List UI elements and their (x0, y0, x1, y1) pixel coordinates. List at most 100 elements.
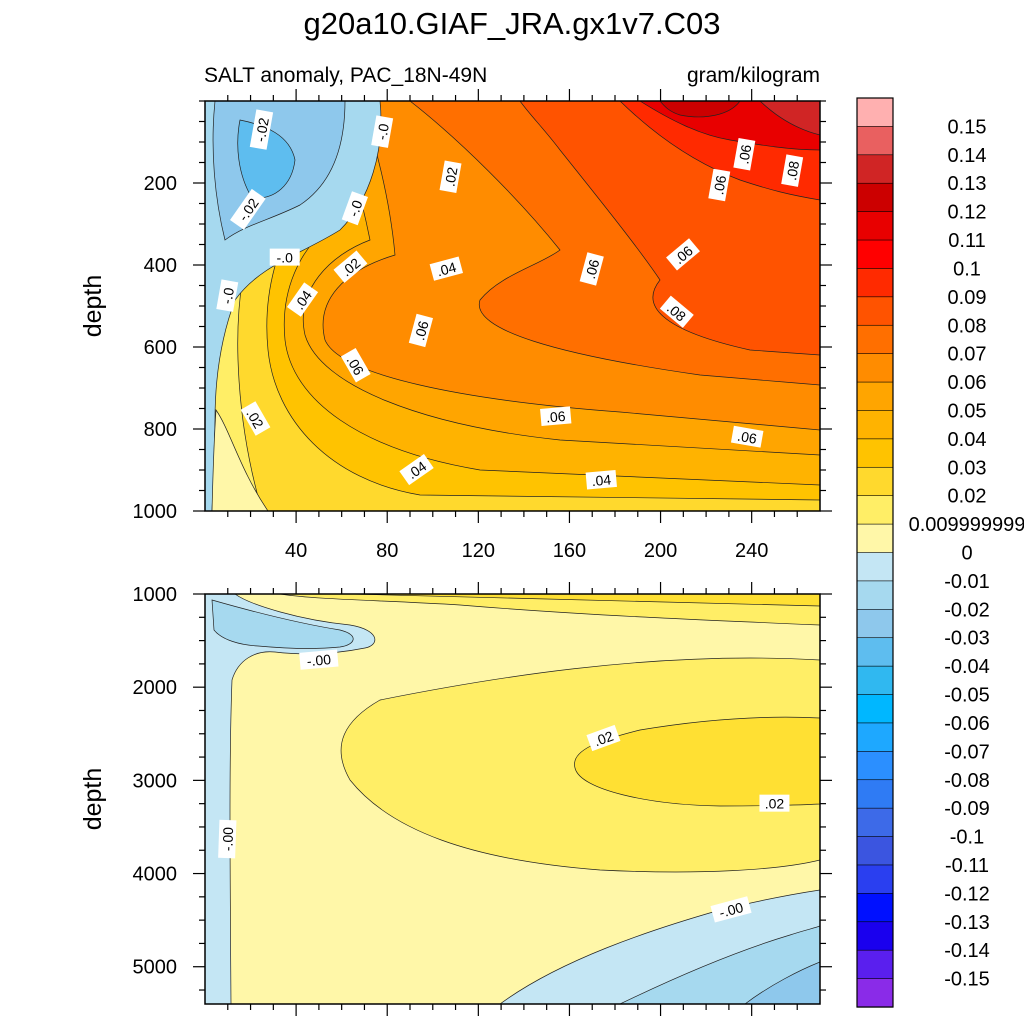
contour-label-text: -.0 (277, 250, 294, 266)
colorbar: 0.15 0.14 0.13 0.12 0.11 0.1 0.09 0.08 0.07 0.06 0… (856, 97, 1024, 1008)
colorbar-swatch (856, 268, 894, 298)
upper-contour-label: -.0 (371, 115, 394, 148)
contour-label-box (429, 256, 464, 281)
upper-fill-zero-ring (211, 408, 269, 511)
contour-label-text: .06 (545, 408, 566, 426)
contour-label-box (399, 454, 434, 486)
lower-fill-neg-west2 (211, 599, 354, 649)
upper-contour-label: .06 (708, 168, 731, 202)
lower-plot-frame (204, 593, 821, 1005)
colorbar-label: -0.06 (944, 713, 990, 735)
lower-y-tick-label: 1000 (133, 584, 178, 606)
upper-contour-label: .06 (579, 252, 604, 286)
colorbar-label: 0.1 (953, 258, 981, 280)
colorbar-swatch (856, 921, 894, 951)
colorbar-label: 0.09 (948, 287, 987, 309)
contour-label-box (286, 282, 319, 317)
upper-contour-label: .08 (781, 154, 804, 187)
colorbar-swatch (856, 779, 894, 809)
contour-label-text: .02 (592, 728, 616, 750)
contour-label-box (371, 115, 394, 148)
colorbar-label: 0 (961, 543, 972, 565)
lower-contour-label: .02 (586, 724, 621, 752)
colorbar-swatch (856, 324, 894, 355)
contour-label-box (269, 248, 300, 266)
upper-panel: 40 80 120 160 200 240 200 400 600 800 1000 -.02 -.… (79, 89, 832, 562)
upper-contour-label: -.0 (269, 248, 300, 266)
colorbar-label: 0.15 (948, 116, 987, 138)
contour-label-box (733, 137, 756, 171)
colorbar-label: -0.03 (944, 628, 990, 650)
colorbar-labels: 0.15 0.14 0.13 0.12 0.11 0.1 0.09 0.08 0.07 0.06 0… (909, 116, 1024, 990)
contour-label-box (585, 469, 617, 490)
upper-x-tick-label: 40 (285, 540, 307, 562)
colorbar-swatch (856, 637, 894, 667)
upper-contour-label: .06 (730, 425, 764, 448)
upper-y-ticks: 200 400 600 800 1000 (133, 100, 832, 523)
colorbar-label: 0.02 (948, 486, 987, 508)
colorbar-swatch (856, 893, 894, 923)
contour-label-box (299, 649, 339, 670)
colorbar-swatch (856, 523, 894, 554)
upper-contour-label: .04 (429, 256, 464, 281)
lower-contour-labels: -.00 .02 .02 -.00 -.00 (218, 649, 790, 923)
colorbar-label: 0.04 (948, 429, 987, 451)
colorbar-swatch (856, 978, 894, 1008)
colorbar-label: -0.05 (944, 685, 990, 707)
upper-contour-label: .06 (408, 313, 433, 348)
contour-label-text: -.00 (717, 899, 745, 921)
lower-contour-label: .02 (759, 794, 790, 812)
contour-label-text: .06 (736, 428, 758, 447)
colorbar-swatch (856, 552, 894, 582)
colorbar-swatch (856, 410, 894, 440)
upper-y-tick-label: 200 (144, 173, 177, 195)
colorbar-label: -0.02 (944, 599, 990, 621)
lower-x-ticks (227, 582, 798, 1016)
colorbar-swatch (856, 949, 894, 980)
contour-label-box (781, 154, 804, 187)
colorbar-label: -0.07 (944, 741, 990, 763)
lower-fill-top-band2 (349, 594, 820, 607)
colorbar-swatches (856, 97, 894, 1008)
upper-y-tick-label: 400 (144, 255, 177, 277)
colorbar-label: 0.13 (948, 173, 987, 195)
colorbar-swatch (856, 438, 894, 468)
colorbar-swatch (856, 126, 894, 156)
colorbar-swatch (856, 466, 894, 497)
colorbar-label: -0.13 (944, 912, 990, 934)
lower-contour-label: -.00 (710, 896, 752, 923)
upper-y-tick-label: 1000 (133, 501, 178, 523)
lower-y-tick-label: 5000 (133, 957, 178, 979)
lower-contour-fill (205, 594, 820, 1004)
colorbar-label: -0.04 (944, 656, 990, 678)
upper-contour-label: .02 (439, 160, 462, 194)
colorbar-label: -0.12 (944, 883, 990, 905)
colorbar-label: -0.01 (944, 571, 990, 593)
contour-label-text: -.0 (218, 286, 237, 305)
upper-x-tick-label: 80 (376, 540, 398, 562)
colorbar-swatch (856, 97, 894, 128)
colorbar-swatch (856, 381, 894, 412)
subtitle-right: gram/kilogram (687, 64, 820, 87)
colorbar-swatch (856, 751, 894, 781)
upper-contour-fill (205, 101, 820, 511)
colorbar-label: -0.14 (944, 940, 990, 962)
colorbar-label: 0.009999999 (909, 514, 1024, 536)
colorbar-swatch (856, 239, 894, 270)
contour-label-box (579, 252, 604, 286)
contour-label-box (240, 401, 271, 436)
upper-contour-label: -.0 (341, 191, 368, 226)
colorbar-swatch (856, 864, 894, 894)
contour-label-text: .06 (735, 143, 754, 165)
upper-contour-label: .04 (585, 469, 617, 490)
upper-x-tick-label: 160 (553, 540, 586, 562)
subtitle-left: SALT anomaly, PAC_18N-49N (204, 64, 487, 87)
colorbar-swatch (856, 154, 894, 184)
contour-label-text: -.02 (252, 116, 272, 143)
colorbar-label: 0.08 (948, 315, 987, 337)
lower-y-axis-label: depth (79, 768, 107, 831)
colorbar-label: -0.15 (944, 969, 990, 991)
contour-label-box (540, 406, 572, 426)
lower-fill-neg-bottom2 (619, 925, 820, 1004)
